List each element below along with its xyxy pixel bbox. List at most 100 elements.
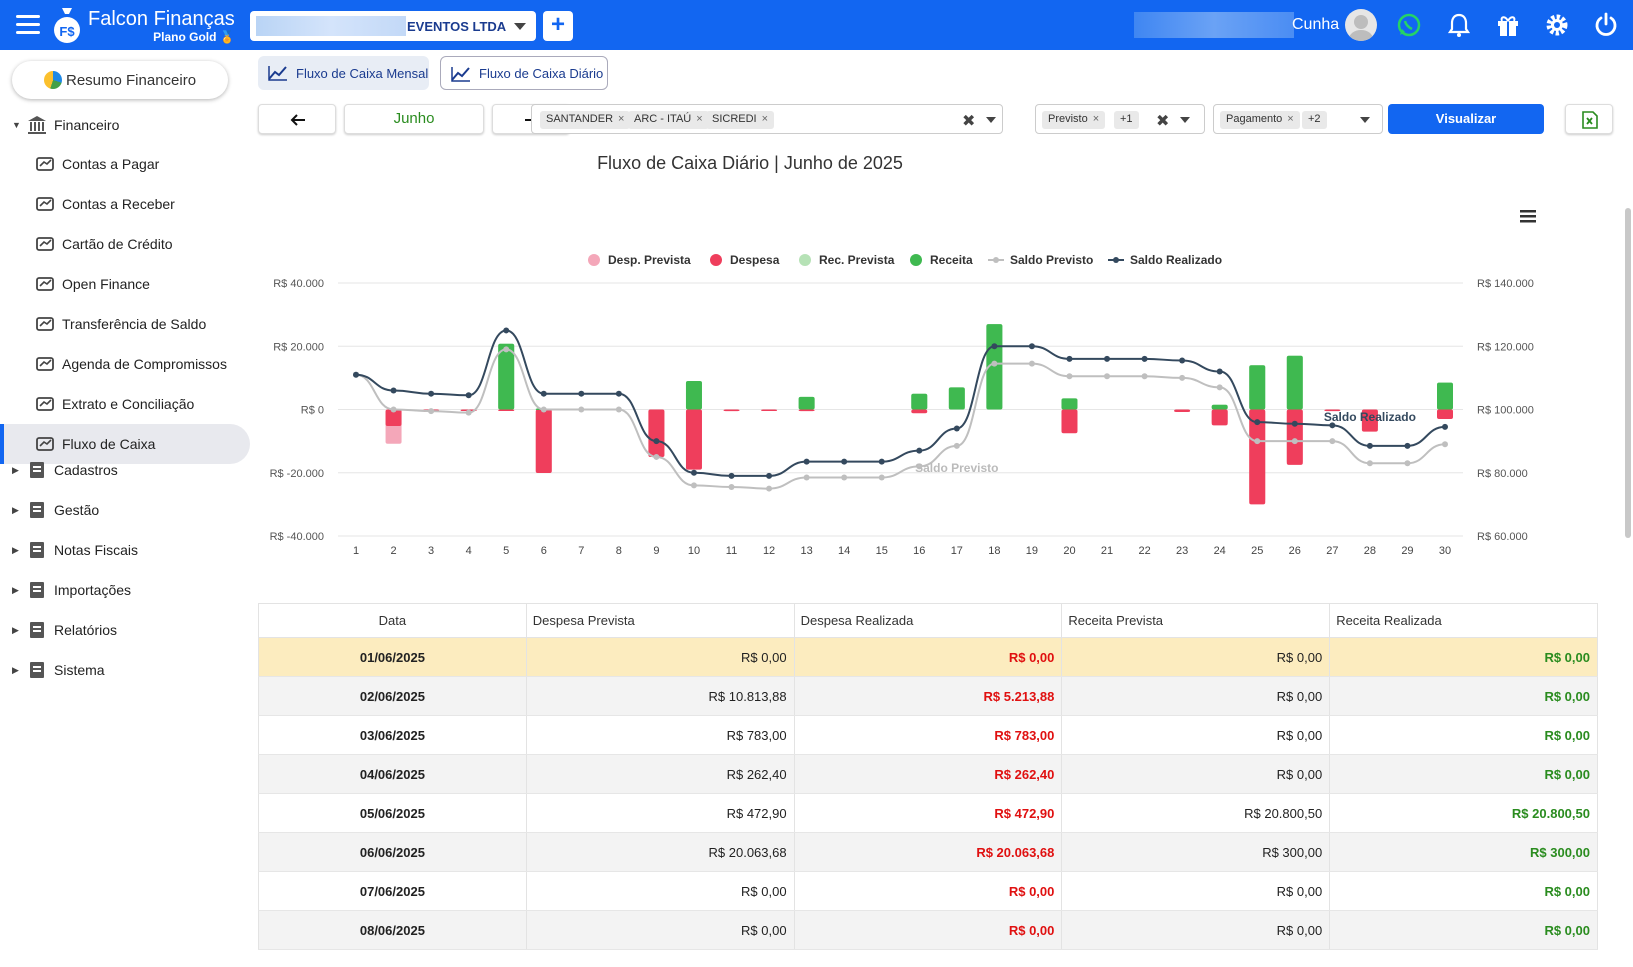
bank-chip[interactable]: SANTANDER × <box>540 111 631 129</box>
line-point <box>878 458 885 465</box>
clear-icon[interactable]: ✖ <box>1156 113 1170 130</box>
annotation-saldo-previsto: Saldo Previsto <box>915 461 998 475</box>
status-chip[interactable]: Previsto × <box>1042 111 1106 129</box>
type-select[interactable]: Pagamento × +2 <box>1213 104 1383 134</box>
clear-icon[interactable]: ✖ <box>962 113 976 130</box>
sidebar-item-extrato-e-concilia-o[interactable]: Extrato e Conciliação <box>0 384 250 424</box>
line-point <box>428 390 435 397</box>
column-header[interactable]: Despesa Realizada <box>793 603 1063 638</box>
line-point <box>615 406 622 413</box>
whatsapp-icon[interactable] <box>1396 12 1422 38</box>
line-point <box>465 409 472 416</box>
add-company-button[interactable]: + <box>543 11 573 41</box>
sidebar-item-fluxo-de-caixa[interactable]: Fluxo de Caixa <box>0 424 250 464</box>
annotation-saldo-realizado: Saldo Realizado <box>1324 410 1416 424</box>
sidebar-item-cart-o-de-cr-dito[interactable]: Cartão de Crédito <box>0 224 250 264</box>
table-cell: R$ 0,00 <box>793 871 1063 911</box>
column-header[interactable]: Despesa Prevista <box>525 603 795 638</box>
x-tick: 13 <box>800 545 812 557</box>
table-cell: R$ 0,00 <box>1329 676 1598 716</box>
line-point <box>390 387 397 394</box>
series-line-saldo-previsto <box>355 348 1446 490</box>
table-row[interactable]: 04/06/2025 R$ 262,40 R$ 262,40 R$ 0,00 R$ 0,… <box>258 754 1598 794</box>
bar-despesa <box>911 409 928 414</box>
line-point <box>1179 374 1186 381</box>
caret-right-icon: ▶ <box>12 584 19 595</box>
column-header[interactable]: Receita Prevista <box>1061 603 1331 638</box>
sidebar-item-relat-rios[interactable]: ▶ Relatórios <box>0 610 250 650</box>
sidebar-item-agenda-de-compromissos[interactable]: Agenda de Compromissos <box>0 344 250 384</box>
chart-line-icon <box>451 67 470 82</box>
table-row[interactable]: 03/06/2025 R$ 783,00 R$ 783,00 R$ 0,00 R$ 0,… <box>258 715 1598 755</box>
user-name[interactable]: Cunha <box>1292 16 1340 33</box>
table-cell: R$ 20.063,68 <box>525 832 795 872</box>
bank-icon <box>28 116 46 134</box>
table-row[interactable]: 07/06/2025 R$ 0,00 R$ 0,00 R$ 0,00 R$ 0,00 <box>258 871 1598 911</box>
scrollbar[interactable] <box>1623 198 1633 967</box>
tab-fluxo-mensal[interactable]: Fluxo de Caixa Mensal <box>258 56 429 90</box>
bar-receita <box>1061 398 1078 410</box>
avatar[interactable] <box>1345 9 1377 41</box>
boxes-icon <box>30 462 44 478</box>
y-left-tick: R$ 40.000 <box>273 278 324 290</box>
visualizar-button[interactable]: Visualizar <box>1388 104 1544 134</box>
table-cell: R$ 300,00 <box>1061 832 1331 872</box>
bell-icon[interactable] <box>1446 12 1472 38</box>
sidebar-item-open-finance[interactable]: Open Finance <box>0 264 250 304</box>
legend-item: Saldo Realizado <box>1130 253 1222 267</box>
bar-despesa <box>798 409 815 412</box>
sidebar-item-notas-fiscais[interactable]: ▶ Notas Fiscais <box>0 530 250 570</box>
line-point <box>1366 442 1373 449</box>
power-icon[interactable] <box>1593 12 1619 38</box>
export-excel-button[interactable] <box>1565 104 1613 134</box>
bar-despesa <box>1211 409 1228 426</box>
sidebar-item-contas-a-receber[interactable]: Contas a Receber <box>0 184 250 224</box>
chevron-down-icon <box>1360 117 1370 123</box>
y-right-tick: R$ 100.000 <box>1477 405 1534 417</box>
bank-chip[interactable]: ARC - ITAÚ × <box>628 111 709 129</box>
table-row[interactable]: 01/06/2025 R$ 0,00 R$ 0,00 R$ 0,00 R$ 0,00 <box>258 637 1598 677</box>
x-tick: 7 <box>578 545 584 557</box>
company-select[interactable]: EVENTOS LTDA <box>250 11 536 41</box>
bank-select[interactable]: SANTANDER × ARC - ITAÚ × SICREDI × ✖ <box>531 104 1003 134</box>
caret-right-icon: ▶ <box>12 504 19 515</box>
table-row[interactable]: 08/06/2025 R$ 0,00 R$ 0,00 R$ 0,00 R$ 0,00 <box>258 910 1598 950</box>
month-display[interactable]: Junho <box>344 104 484 134</box>
sidebar-item-cadastros[interactable]: ▶ Cadastros <box>0 450 250 490</box>
sidebar-item-gest-o[interactable]: ▶ Gestão <box>0 490 250 530</box>
line-point <box>1442 441 1448 448</box>
bar-receita <box>1211 404 1228 410</box>
table-cell: R$ 0,00 <box>525 910 795 950</box>
line-point <box>916 463 923 470</box>
prev-month-button[interactable] <box>258 104 336 134</box>
bar-despesa <box>1174 409 1191 413</box>
chart-menu-icon[interactable] <box>1520 210 1536 223</box>
gear-icon[interactable] <box>1544 12 1570 38</box>
bank-chip[interactable]: SICREDI × <box>706 111 775 129</box>
column-header[interactable]: Data <box>258 603 527 638</box>
table-row[interactable]: 06/06/2025 R$ 20.063,68 R$ 20.063,68 R$ 300… <box>258 832 1598 872</box>
tab-fluxo-diario[interactable]: Fluxo de Caixa Diário <box>440 56 608 90</box>
table-row[interactable]: 05/06/2025 R$ 472,90 R$ 472,90 R$ 20.800,50… <box>258 793 1598 833</box>
table-row[interactable]: 02/06/2025 R$ 10.813,88 R$ 5.213,88 R$ 0,00… <box>258 676 1598 716</box>
sidebar-item-sistema[interactable]: ▶ Sistema <box>0 650 250 690</box>
bar-despesa <box>723 409 740 412</box>
type-chip[interactable]: Pagamento × <box>1220 111 1300 129</box>
table-cell: R$ 10.813,88 <box>525 676 795 716</box>
status-select[interactable]: Previsto × +1 ✖ <box>1035 104 1205 134</box>
resumo-financeiro-button[interactable]: Resumo Financeiro <box>12 61 228 99</box>
sidebar-item-financeiro[interactable]: ▼ Financeiro <box>0 105 250 145</box>
sidebar-item-importa-es[interactable]: ▶ Importações <box>0 570 250 610</box>
sidebar-item-transfer-ncia-de-saldo[interactable]: Transferência de Saldo <box>0 304 250 344</box>
table-cell: R$ 0,00 <box>1061 871 1331 911</box>
y-right-tick: R$ 80.000 <box>1477 468 1528 480</box>
line-point <box>991 343 998 350</box>
legend-marker <box>993 257 999 263</box>
menu-icon[interactable] <box>16 15 40 35</box>
gift-icon[interactable] <box>1495 12 1521 38</box>
table-cell: 01/06/2025 <box>258 637 527 677</box>
sidebar-item-contas-a-pagar[interactable]: Contas a Pagar <box>0 144 250 184</box>
column-header[interactable]: Receita Realizada <box>1329 603 1598 638</box>
brand-plan: Plano Gold <box>153 30 217 44</box>
legend-marker <box>799 254 811 266</box>
